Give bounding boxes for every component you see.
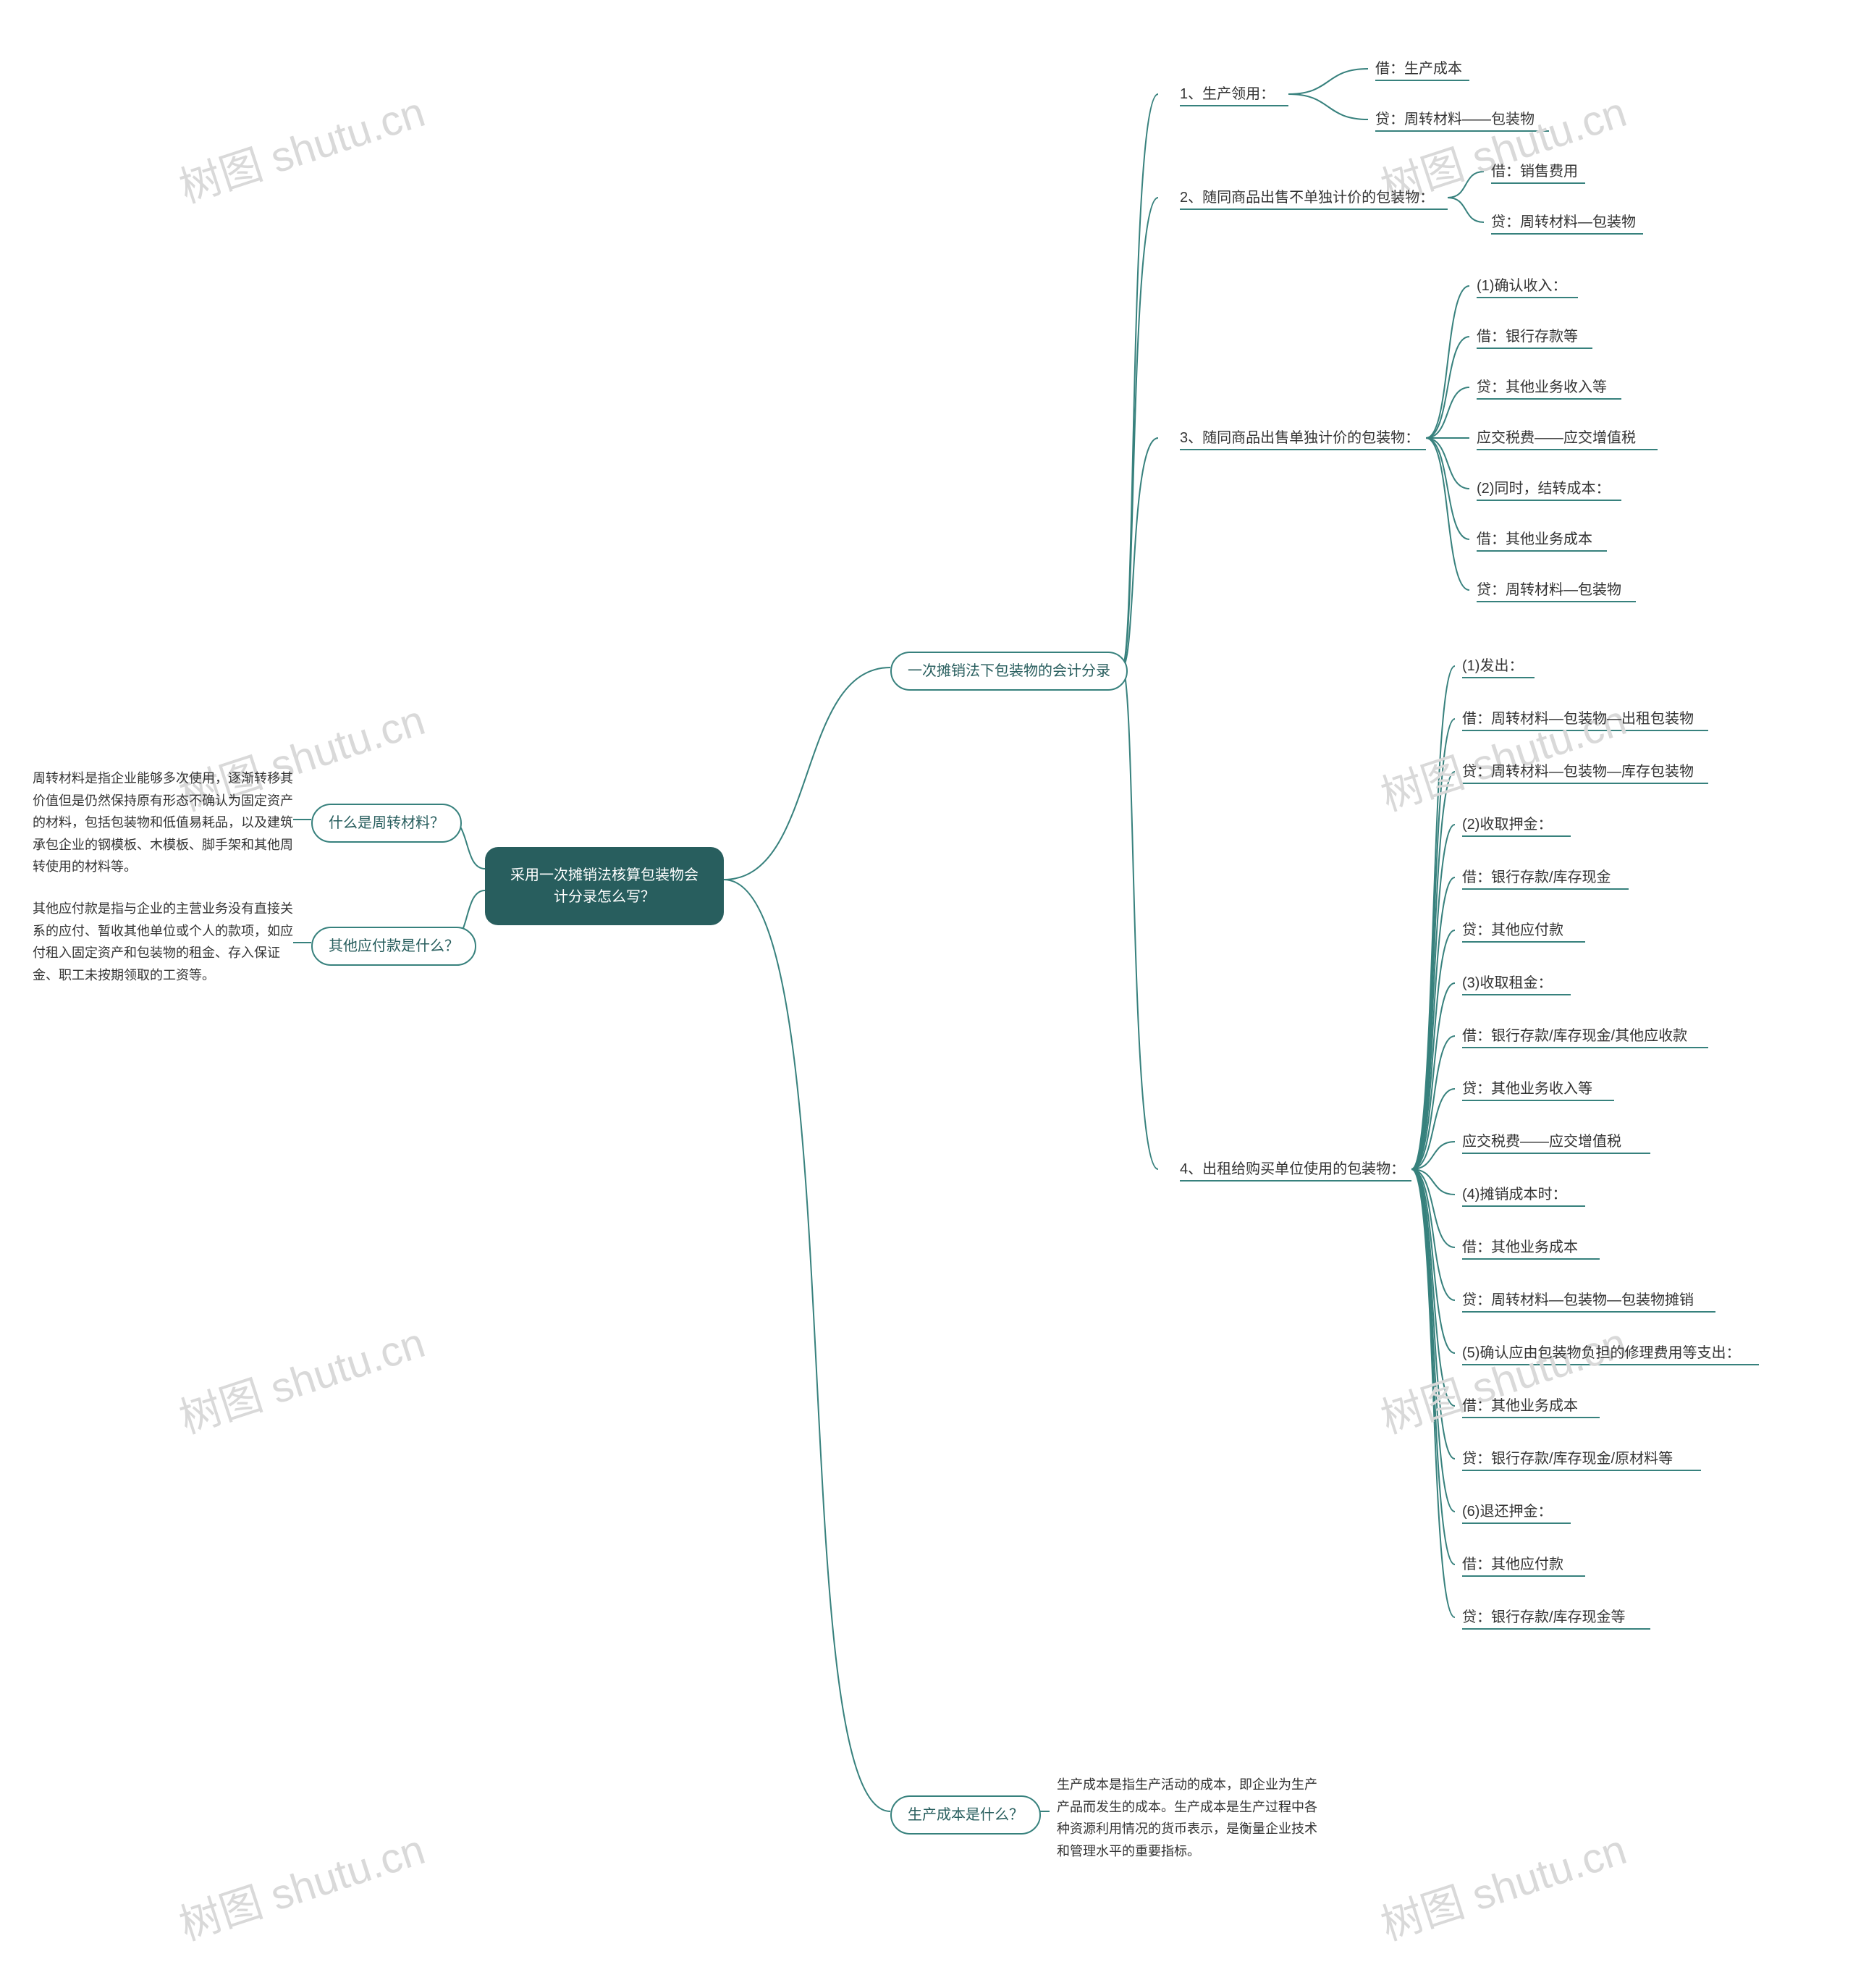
leaf: 贷：周转材料—包装物—包装物摊销 [1462, 1289, 1694, 1311]
mid-rent-out[interactable]: 4、出租给购买单位使用的包装物： [1180, 1158, 1405, 1180]
root-node[interactable]: 采用一次摊销法核算包装物会计分录怎么写？ [485, 847, 724, 925]
mid-sold-priced[interactable]: 3、随同商品出售单独计价的包装物： [1180, 427, 1419, 449]
leaf: (1)发出： [1462, 655, 1523, 677]
leaf: 借：其他应付款 [1462, 1554, 1563, 1575]
leaf: 借：其他业务成本 [1462, 1237, 1578, 1258]
leaf: 借：银行存款/库存现金/其他应收款 [1462, 1025, 1687, 1047]
branch-production-cost[interactable]: 生产成本是什么？ [890, 1795, 1041, 1835]
branch-turnover-materials[interactable]: 什么是周转材料？ [311, 804, 462, 843]
leaf: 借：生产成本 [1375, 58, 1462, 80]
mid-production-use[interactable]: 1、生产领用： [1180, 83, 1275, 105]
leaf: 应交税费——应交增值税 [1462, 1131, 1621, 1153]
desc-production-cost: 生产成本是指生产活动的成本，即企业为生产产品而发生的成本。生产成本是生产过程中各… [1057, 1774, 1317, 1862]
leaf: (5)确认应由包装物负担的修理费用等支出： [1462, 1342, 1740, 1364]
leaf: 借：其他业务成本 [1462, 1395, 1578, 1417]
leaf: (2)同时，结转成本： [1477, 478, 1610, 500]
watermark: 树图 shutu.cn [1372, 1816, 1633, 1952]
leaf: 应交税费——应交增值税 [1477, 427, 1636, 449]
watermark: 树图 shutu.cn [171, 1309, 431, 1445]
leaf: 借：银行存款等 [1477, 326, 1578, 348]
desc-turnover-materials: 周转材料是指企业能够多次使用，逐渐转移其价值但是仍然保持原有形态不确认为固定资产… [33, 767, 293, 878]
leaf: (3)收取租金： [1462, 972, 1552, 994]
watermark: 树图 shutu.cn [1372, 686, 1633, 822]
leaf: 贷：银行存款/库存现金等 [1462, 1606, 1626, 1628]
watermark: 树图 shutu.cn [171, 1816, 431, 1952]
leaf: 贷：周转材料——包装物 [1375, 109, 1535, 130]
leaf: 贷：其他业务收入等 [1462, 1078, 1592, 1100]
leaf: 借：销售费用 [1491, 161, 1578, 182]
leaf: 贷：周转材料—包装物 [1477, 579, 1621, 601]
leaf: (6)退还押金： [1462, 1501, 1552, 1522]
leaf: (1)确认收入： [1477, 275, 1566, 297]
desc-other-payables: 其他应付款是指与企业的主营业务没有直接关系的应付、暂收其他单位或个人的款项，如应… [33, 898, 293, 986]
leaf: (2)收取押金： [1462, 814, 1552, 835]
watermark: 树图 shutu.cn [171, 78, 431, 214]
connectors-svg [0, 0, 1853, 1988]
branch-other-payables[interactable]: 其他应付款是什么？ [311, 927, 476, 966]
leaf: 贷：周转材料—包装物 [1491, 211, 1636, 233]
watermark: 树图 shutu.cn [1372, 1309, 1633, 1445]
mindmap-canvas: 树图 shutu.cn 树图 shutu.cn 树图 shutu.cn 树图 s… [0, 0, 1853, 1988]
leaf: 贷：周转材料—包装物—库存包装物 [1462, 761, 1694, 783]
mid-sold-not-priced[interactable]: 2、随同商品出售不单独计价的包装物： [1180, 187, 1434, 209]
leaf: 借：周转材料—包装物—出租包装物 [1462, 708, 1694, 730]
branch-accounting-entries[interactable]: 一次摊销法下包装物的会计分录 [890, 652, 1128, 691]
leaf: 贷：其他业务收入等 [1477, 376, 1607, 398]
leaf: (4)摊销成本时： [1462, 1184, 1566, 1205]
leaf: 贷：其他应付款 [1462, 919, 1563, 941]
leaf: 借：其他业务成本 [1477, 528, 1592, 550]
leaf: 贷：银行存款/库存现金/原材料等 [1462, 1448, 1673, 1470]
leaf: 借：银行存款/库存现金 [1462, 867, 1611, 888]
